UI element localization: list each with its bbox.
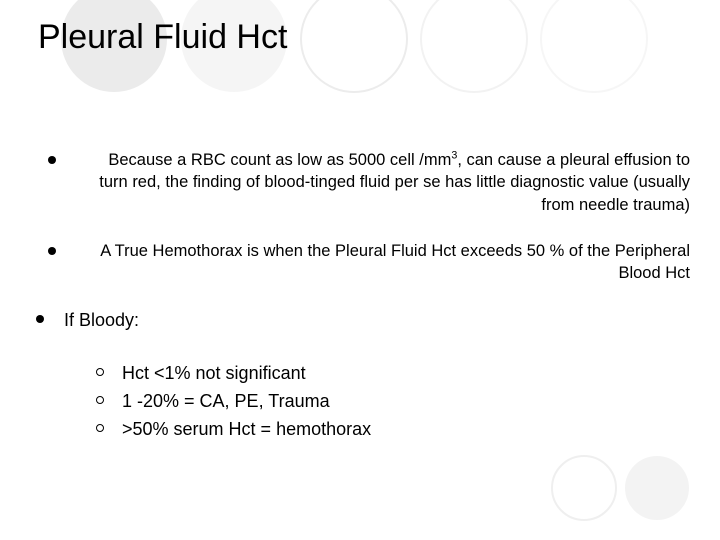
sub-list: Hct <1% not significant 1 -20% = CA, PE,… — [96, 361, 690, 442]
bullet-1-text: Because a RBC count as low as 5000 cell … — [78, 149, 690, 216]
slide-content: Pleural Fluid Hct Because a RBC count as… — [0, 0, 720, 442]
bullet-dot-icon — [48, 156, 56, 164]
hollow-bullet-icon — [96, 424, 104, 432]
bullet-3-heading: If Bloody: — [64, 308, 139, 332]
sub-item: Hct <1% not significant — [96, 361, 690, 385]
bullet-1: Because a RBC count as low as 5000 cell … — [38, 149, 690, 216]
sub-item: >50% serum Hct = hemothorax — [96, 417, 690, 441]
sub-item: 1 -20% = CA, PE, Trauma — [96, 389, 690, 413]
slide-title: Pleural Fluid Hct — [38, 18, 690, 57]
sub-item-text: Hct <1% not significant — [122, 361, 306, 385]
hollow-bullet-icon — [96, 396, 104, 404]
bullet-2: A True Hemothorax is when the Pleural Fl… — [38, 240, 690, 285]
bullet-2-text: A True Hemothorax is when the Pleural Fl… — [78, 240, 690, 285]
bullet-3: If Bloody: — [38, 308, 690, 336]
bullet-1-pre: Because a RBC count as low as 5000 cell … — [108, 151, 451, 169]
bullet-3-body: If Bloody: — [64, 308, 139, 336]
bullet-dot-icon — [48, 247, 56, 255]
bullet-dot-icon — [36, 315, 44, 323]
hollow-bullet-icon — [96, 368, 104, 376]
sub-item-text: >50% serum Hct = hemothorax — [122, 417, 371, 441]
sub-item-text: 1 -20% = CA, PE, Trauma — [122, 389, 330, 413]
